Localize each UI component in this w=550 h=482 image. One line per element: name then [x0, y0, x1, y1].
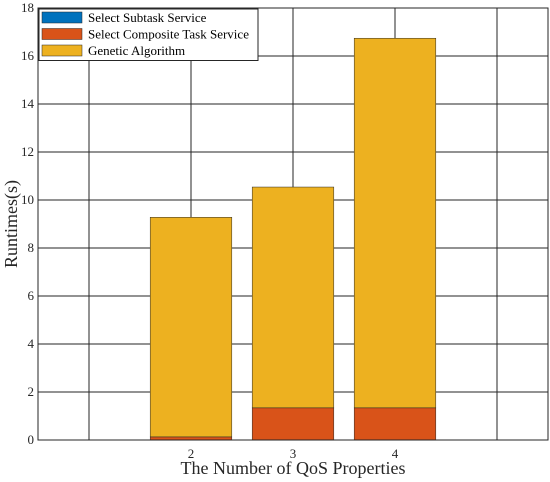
bars-group	[149, 37, 437, 441]
y-tick-label: 16	[21, 48, 35, 63]
y-axis-title: Runtimes(s)	[1, 180, 22, 268]
y-tick-labels: 0 2 4 6 8 10 12 14 16 18	[21, 0, 35, 447]
legend-label: Genetic Algorithm	[88, 43, 185, 58]
legend-swatch	[41, 11, 83, 24]
y-tick-label: 8	[28, 240, 35, 255]
legend: Select Subtask Service Select Composite T…	[38, 8, 259, 61]
y-tick-label: 18	[21, 0, 34, 15]
bar-segment	[251, 186, 335, 409]
bar-segment	[251, 407, 335, 441]
legend-label: Select Composite Task Service	[88, 27, 249, 42]
y-tick-label: 10	[21, 192, 34, 207]
x-tick-label: 4	[392, 446, 399, 461]
y-tick-label: 12	[21, 144, 34, 159]
bar-segment	[149, 217, 233, 438]
y-tick-label: 6	[28, 288, 35, 303]
bar-segment	[149, 436, 233, 441]
x-axis-title: The Number of QoS Properties	[181, 458, 406, 478]
legend-swatch	[41, 28, 83, 40]
legend-swatch	[41, 44, 83, 57]
y-tick-label: 2	[28, 384, 35, 399]
bar-segment	[353, 37, 437, 409]
x-tick-label: 2	[188, 446, 195, 461]
y-tick-label: 4	[28, 336, 35, 351]
x-tick-labels: 2 3 4	[188, 446, 399, 461]
bar-segment	[353, 407, 437, 441]
x-tick-label: 3	[290, 446, 297, 461]
y-tick-label: 0	[28, 432, 35, 447]
y-tick-label: 14	[21, 96, 35, 111]
plot-border	[37, 7, 549, 441]
legend-label: Select Subtask Service	[88, 10, 207, 25]
